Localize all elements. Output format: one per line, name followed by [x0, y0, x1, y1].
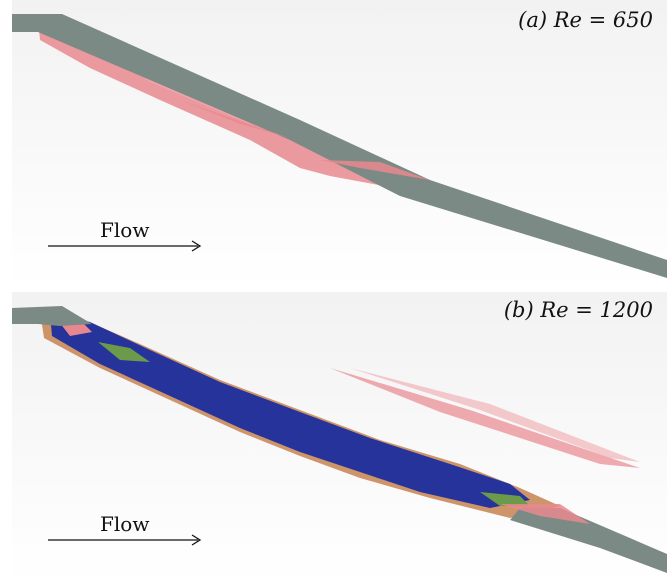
flow-arrow-icon — [48, 534, 202, 546]
panel-b: (b) Re = 1200 Flow — [0, 292, 667, 583]
panel-b-scene — [12, 292, 667, 583]
vortex-core-blue — [50, 314, 530, 508]
region-red-outlet — [500, 504, 590, 524]
isosurface-overlay-2 — [320, 160, 430, 180]
channel-wall-ribbon — [12, 14, 667, 278]
flow-label: Flow — [100, 218, 150, 242]
flow-arrow-icon — [48, 240, 202, 252]
region-green-2 — [480, 492, 530, 506]
isosurface-streak-2 — [350, 368, 640, 462]
channel-wall-ribbon — [12, 306, 92, 326]
flow-indicator: Flow — [48, 218, 203, 252]
panel-a-scene — [12, 0, 667, 288]
isosurface-streak-1 — [330, 368, 640, 468]
channel-wall-ribbon-outlet — [510, 508, 667, 573]
panel-a-label: (a) Re = 650 — [518, 8, 653, 32]
region-green-1 — [98, 342, 150, 362]
flow-label: Flow — [100, 512, 150, 536]
flow-indicator: Flow — [48, 512, 203, 546]
panel-a: (a) Re = 650 Flow — [0, 0, 667, 288]
panel-b-label: (b) Re = 1200 — [503, 298, 653, 322]
